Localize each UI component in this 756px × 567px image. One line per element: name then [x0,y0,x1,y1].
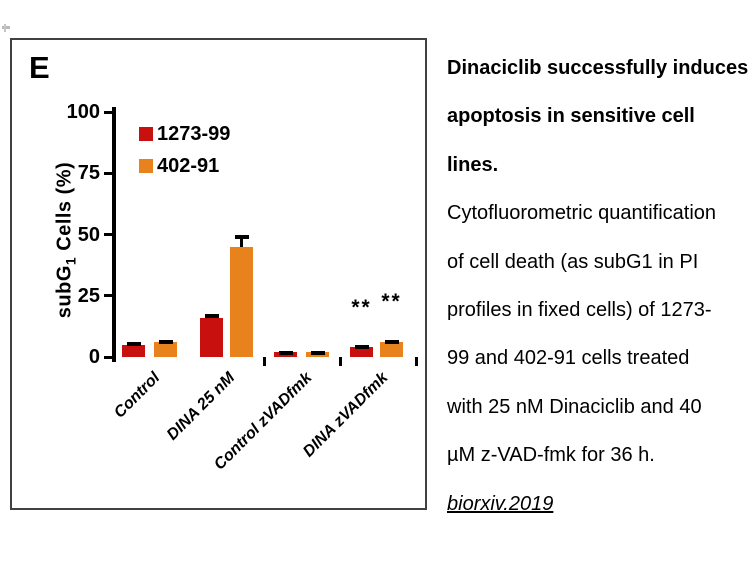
bar-1273-99-1 [200,317,223,357]
figure-caption: Dinaciclib successfully induces apoptosis… [447,57,756,541]
y-axis-tick-label: 100 [66,101,100,123]
y-axis-tick-label: 25 [77,284,100,307]
caption-line: 99 and 402-91 cells treated [447,347,690,370]
x-axis-category-label: Control zVADfmk [211,369,316,474]
bar-402-91-0 [154,342,177,357]
x-axis-category-label: Control [111,369,164,422]
y-axis-title-sub: 1 [62,256,79,266]
error-bar-cap [310,350,325,355]
caption-line: µM z-VAD-fmk for 36 h. [447,444,655,467]
legend-swatch-1273-99 [139,127,153,141]
y-axis-tick-label: 50 [77,223,100,246]
y-axis-tick [104,171,112,175]
y-axis-tick-label: 0 [88,346,100,368]
bar-1273-99-3 [350,347,373,357]
x-axis-tick [263,357,266,366]
x-axis-tick [339,357,342,366]
bar-402-91-1 [230,246,253,357]
legend-label: 1273-99 [157,123,231,145]
caption-line: lines. [447,153,499,176]
y-axis-line [112,107,116,362]
y-axis-tick [104,110,112,114]
y-axis-tick [104,233,112,236]
caption-line: with 25 nM Dinaciclib and 40 [447,395,702,418]
bar-402-91-3 [380,342,403,357]
caption-line: apoptosis in sensitive cell [447,105,695,128]
error-bar-cap [384,339,399,344]
caption-line: biorxiv.2019 [447,492,554,515]
error-bar-cap [126,342,141,347]
error-bar-line [240,234,243,247]
chart-panel: E subG1 Cells (%) 0 25 50 75 100 Control DINA … [10,38,427,510]
y-axis-tick-label: 75 [77,162,100,185]
x-axis-category-label: DINA zVADfmk [300,369,392,461]
error-bar-cap [234,234,249,239]
bar-chart: subG1 Cells (%) 0 25 50 75 100 Control DINA 25… [12,40,425,508]
caption-line: of cell death (as subG1 in PI [447,250,699,273]
legend-item: 402-91 [139,150,230,182]
x-axis-tick [415,357,418,366]
corner-artifact [2,24,10,32]
significance-marker: ** [351,296,372,319]
legend-label: 402-91 [157,155,220,177]
error-bar-cap [354,344,369,349]
error-bar-cap [278,350,293,355]
caption-line: Dinaciclib successfully induces [447,57,749,79]
legend-swatch-402-91 [139,159,153,173]
caption-line: profiles in fixed cells) of 1273- [447,298,712,321]
bar-1273-99-0 [122,344,145,357]
panel-label: E [29,50,51,85]
significance-marker: ** [381,290,402,313]
y-axis-tick [104,355,112,359]
error-bar-cap [204,314,219,319]
legend-item: 1273-99 [139,118,230,150]
chart-legend: 1273-99 402-91 [139,118,230,182]
y-axis-tick [104,294,112,298]
caption-line: Cytofluorometric quantification [447,202,717,225]
error-bar-cap [158,339,173,344]
x-axis-category-label: DINA 25 nM [163,369,239,444]
